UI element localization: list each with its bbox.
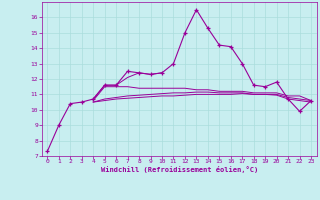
X-axis label: Windchill (Refroidissement éolien,°C): Windchill (Refroidissement éolien,°C)	[100, 166, 258, 173]
